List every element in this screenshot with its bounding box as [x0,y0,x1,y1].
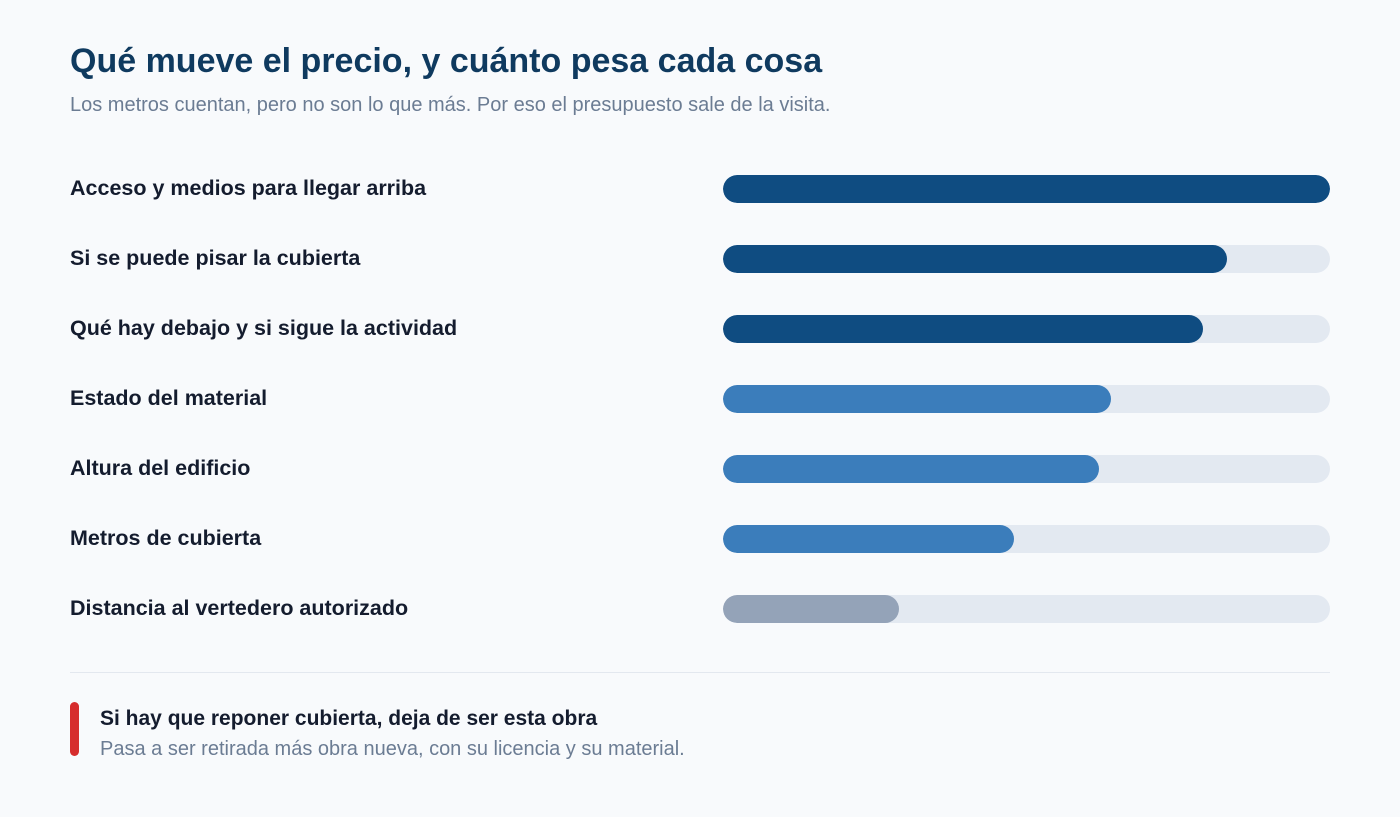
factor-row: Metros de cubierta [70,510,1330,566]
factor-label: Acceso y medios para llegar arriba [70,176,427,200]
factor-bar [723,455,1099,483]
factor-bar [723,525,1014,553]
factor-label: Altura del edificio [70,456,251,480]
factor-bar [723,245,1227,273]
factor-label: Si se puede pisar la cubierta [70,246,361,270]
factor-bar [723,385,1111,413]
factor-bar-track [723,315,1330,343]
factor-label: Qué hay debajo y si sigue la actividad [70,316,458,340]
factor-row: Distancia al vertedero autorizado [70,580,1330,636]
factor-bar [723,175,1330,203]
factor-bar-track [723,385,1330,413]
factor-bar-track [723,175,1330,203]
price-factors-panel: Qué mueve el precio, y cuánto pesa cada … [70,0,1330,817]
factor-bar-track [723,245,1330,273]
factor-label: Distancia al vertedero autorizado [70,596,409,620]
factor-bar [723,315,1203,343]
factor-bar-track [723,595,1330,623]
factor-row: Altura del edificio [70,440,1330,496]
factor-bar [723,595,899,623]
factor-row: Qué hay debajo y si sigue la actividad [70,300,1330,356]
factor-label: Metros de cubierta [70,526,262,550]
factor-row: Estado del material [70,370,1330,426]
warning-note: Si hay que reponer cubierta, deja de ser… [70,702,1330,760]
factor-row: Si se puede pisar la cubierta [70,230,1330,286]
divider [70,672,1330,673]
warning-accent-bar [70,702,79,756]
factor-bar-track [723,525,1330,553]
page-title: Qué mueve el precio, y cuánto pesa cada … [70,42,823,80]
factor-bar-track [723,455,1330,483]
page-subtitle: Los metros cuentan, pero no son lo que m… [70,94,831,116]
factor-label: Estado del material [70,386,268,410]
warning-note-text: Pasa a ser retirada más obra nueva, con … [100,738,685,760]
factor-row: Acceso y medios para llegar arriba [70,160,1330,216]
warning-note-title: Si hay que reponer cubierta, deja de ser… [100,707,598,730]
